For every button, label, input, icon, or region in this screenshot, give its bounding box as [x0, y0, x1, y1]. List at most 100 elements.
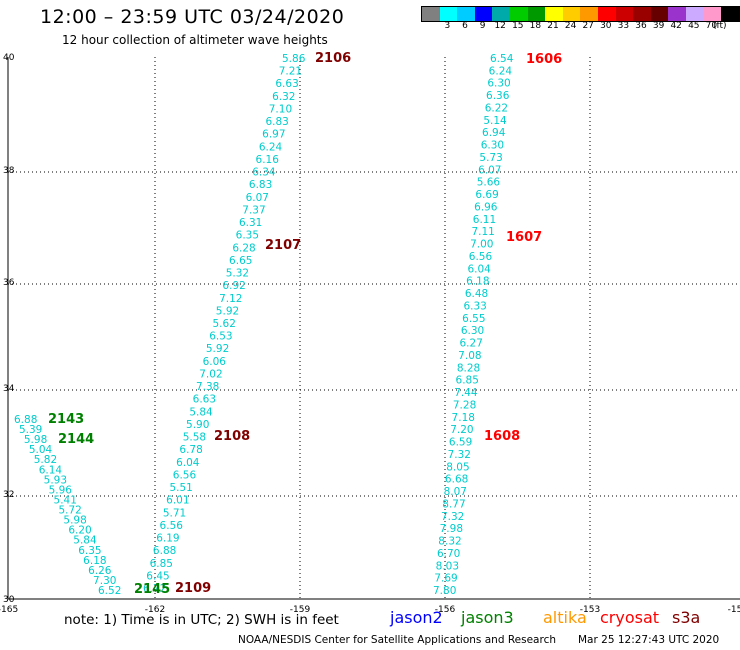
pass-time-label: 2109: [175, 581, 211, 596]
wave-height-label: 6.59: [449, 437, 472, 449]
latitude-tick-label: 36: [3, 278, 15, 288]
wave-height-label: 6.63: [193, 394, 216, 406]
wave-height-label: 5.90: [186, 419, 209, 431]
wave-height-label: 6.56: [160, 520, 184, 532]
legend-tick-label: 12: [494, 21, 506, 31]
legend-swatch: [721, 7, 739, 21]
wave-height-label: 6.85: [150, 558, 173, 570]
wave-height-label: 6.27: [460, 338, 483, 350]
legend-tick-label: 42: [670, 21, 682, 31]
wave-height-label: 5.66: [477, 177, 501, 189]
latitude-tick-label: 34: [3, 384, 15, 394]
longitude-tick-label: -156: [435, 605, 456, 615]
legend-swatch: [668, 7, 686, 21]
wave-height-label: 6.24: [489, 65, 513, 77]
wave-height-legend-labels: 3 6 9 12 15 18 21 24 27 30 33 36 39 42 45 70: [421, 21, 740, 33]
wave-height-label: 5.51: [169, 482, 192, 494]
wave-height-label: 8.77: [442, 498, 465, 510]
wave-height-label: 6.36: [486, 90, 510, 102]
legend-swatch: [650, 7, 669, 21]
longitude-tick-label: -165: [0, 605, 18, 615]
wave-height-label: 5.04: [29, 444, 53, 456]
legend-swatch: [615, 7, 634, 21]
wave-height-label: 6.24: [259, 141, 283, 153]
wave-height-label: 6.54: [490, 53, 514, 65]
wave-height-label: 5.96: [49, 484, 73, 496]
legend-swatch: [422, 7, 440, 21]
legend-swatch: [457, 7, 475, 21]
legend-tick-label: 6: [462, 21, 468, 31]
wave-height-label: 6.07: [246, 192, 269, 204]
legend-tick-label: 27: [582, 21, 594, 31]
wave-height-label: 6.88: [14, 414, 37, 426]
wave-height-label: 7.44: [454, 387, 478, 399]
legend-swatch: [527, 7, 546, 21]
satellite-s3a: s3a: [672, 608, 701, 627]
wave-height-label: 7.32: [448, 449, 471, 461]
legend-tick-label: 45: [688, 21, 700, 31]
footer-credit: NOAA/NESDIS Center for Satellite Applica…: [238, 634, 556, 646]
wave-height-label: 6.85: [456, 375, 479, 387]
wave-height-label: 6.88: [153, 545, 176, 557]
wave-height-label: 6.04: [467, 263, 491, 275]
pass-time-label: 2144: [58, 432, 94, 447]
wave-height-label: 6.14: [39, 464, 63, 476]
legend-tick-label: 18: [529, 21, 542, 31]
bottom-note: note: 1) Time is in UTC; 2) SWH is in fe…: [64, 612, 339, 628]
legend-tick-label: 33: [617, 21, 630, 31]
wave-height-label: 6.19: [156, 533, 179, 545]
wave-height-label: 6.32: [272, 91, 295, 103]
wave-height-label: 6.56: [469, 251, 493, 263]
wave-height-label: 6.97: [262, 129, 285, 141]
pass-time-label: 1608: [484, 429, 520, 444]
wave-height-label: 5.72: [58, 505, 81, 517]
wave-height-label: 7.98: [440, 523, 463, 535]
wave-height-label: 6.45: [146, 570, 169, 582]
wave-height-label: 6.11: [473, 214, 496, 226]
pass-time-label: 2107: [265, 238, 301, 253]
wave-height-label: 8.05: [446, 461, 469, 473]
wave-height-label: 6.07: [478, 164, 501, 176]
wave-height-label: 6.34: [252, 167, 276, 179]
wave-height-label: 6.92: [222, 280, 245, 292]
page-title: 12:00 – 23:59 UTC 03/24/2020: [40, 6, 345, 28]
wave-height-label: 6.68: [445, 474, 468, 486]
wave-height-label: 7.69: [434, 573, 457, 585]
wave-height-label: 6.69: [475, 189, 498, 201]
legend-tick-label: 36: [635, 21, 647, 31]
wave-height-label: 8.28: [457, 362, 480, 374]
pass-time-label: 2145: [134, 582, 170, 597]
wave-height-label: 5.82: [34, 454, 57, 466]
wave-height-label: 6.06: [203, 356, 227, 368]
wave-height-label: 5.92: [206, 343, 229, 355]
wave-height-label: 6.20: [68, 525, 91, 537]
wave-height-label: 6.16: [256, 154, 280, 166]
wave-height-label: 5.84: [189, 406, 213, 418]
wave-height-label: 5.86: [282, 53, 306, 65]
wave-height-label: 6.35: [78, 545, 101, 557]
wave-height-label: 5.92: [216, 305, 239, 317]
wave-height-label: 6.33: [463, 300, 486, 312]
wave-height-label: 6.30: [481, 140, 504, 152]
longitude-tick-label: -153: [580, 605, 600, 615]
satellite-jason3: jason3: [461, 608, 514, 627]
wave-height-label: 7.12: [219, 293, 242, 305]
wave-height-label: 8.03: [436, 560, 459, 572]
wave-height-label: 6.56: [173, 469, 197, 481]
satellite-jason2: jason2: [390, 608, 443, 627]
wave-height-label: 5.58: [183, 432, 206, 444]
wave-height-label: 5.71: [163, 507, 186, 519]
footer-timestamp: Mar 25 12:27:43 UTC 2020: [578, 634, 720, 646]
legend-swatch: [703, 7, 722, 21]
wave-height-label: 6.96: [474, 201, 498, 213]
legend-swatch: [474, 7, 493, 21]
wave-height-color-legend: [421, 6, 740, 22]
legend-tick-label: 9: [479, 21, 486, 31]
wave-height-label: 7.08: [458, 350, 481, 362]
pass-time-label: 2108: [214, 429, 250, 444]
wave-height-label: 7.37: [242, 204, 265, 216]
wave-height-label: 6.52: [98, 585, 121, 597]
wave-height-label: 6.31: [239, 217, 262, 229]
wave-height-label: 7.38: [196, 381, 219, 393]
